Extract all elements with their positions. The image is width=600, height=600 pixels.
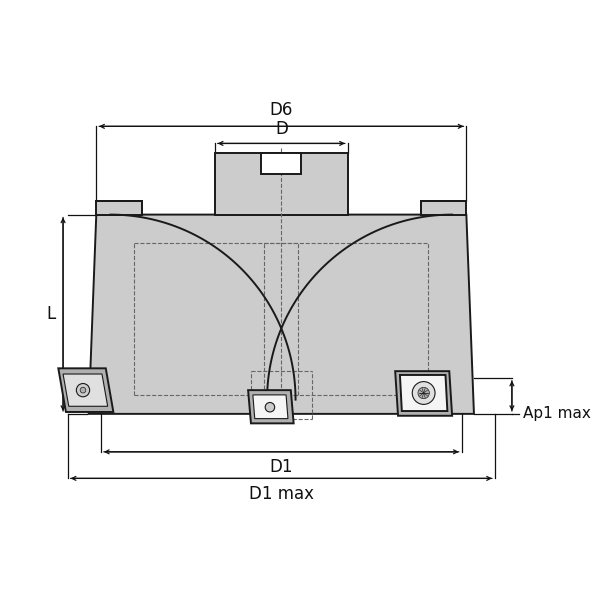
- Circle shape: [412, 382, 435, 404]
- Polygon shape: [253, 395, 288, 419]
- Polygon shape: [89, 215, 474, 414]
- Text: D6: D6: [269, 101, 293, 119]
- Text: L: L: [46, 305, 55, 323]
- Polygon shape: [400, 375, 448, 411]
- Text: D: D: [275, 120, 288, 138]
- Circle shape: [76, 383, 89, 397]
- Text: D1: D1: [269, 458, 293, 476]
- Circle shape: [80, 387, 86, 393]
- Text: Ap1 max: Ap1 max: [523, 406, 591, 421]
- Text: D1 max: D1 max: [249, 485, 314, 503]
- Circle shape: [418, 387, 430, 398]
- Polygon shape: [248, 390, 293, 424]
- Polygon shape: [96, 202, 142, 215]
- Circle shape: [265, 403, 275, 412]
- Polygon shape: [63, 374, 107, 406]
- Polygon shape: [421, 202, 466, 215]
- Polygon shape: [262, 153, 301, 174]
- Polygon shape: [215, 153, 348, 215]
- Polygon shape: [395, 371, 452, 416]
- Polygon shape: [58, 368, 113, 412]
